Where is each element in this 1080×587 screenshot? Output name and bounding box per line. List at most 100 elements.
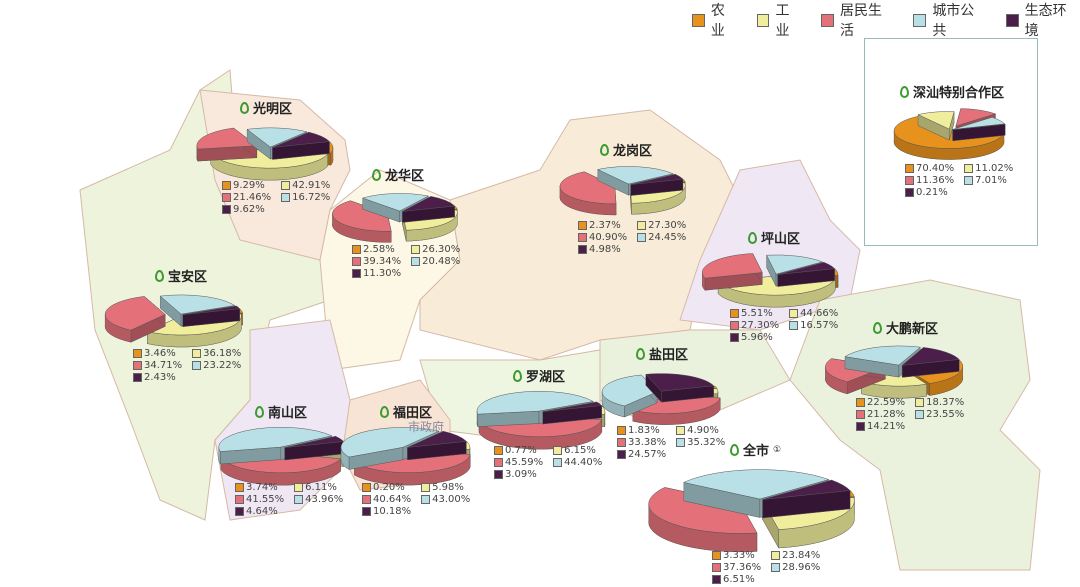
- value-item: 23.22%: [192, 360, 241, 371]
- pie-slice: [630, 173, 684, 196]
- value-text: 1.83%: [628, 425, 660, 436]
- pie-slice: [332, 200, 392, 243]
- value-text: 4.64%: [246, 506, 278, 517]
- value-item: 2.58%: [352, 244, 401, 255]
- value-swatch: [133, 373, 142, 382]
- water-drop-icon: [372, 168, 381, 181]
- value-swatch: [578, 233, 587, 242]
- value-item: 5.51%: [730, 308, 779, 319]
- district-name-text: 深汕特别合作区: [913, 86, 1005, 101]
- value-swatch: [856, 422, 865, 431]
- value-swatch: [771, 551, 781, 560]
- legend-item: 农业: [692, 0, 739, 40]
- value-item: 11.30%: [352, 268, 401, 279]
- pie-slice-top: [601, 374, 658, 407]
- pie-slice: [407, 430, 467, 461]
- pie-chart-7: [601, 373, 721, 425]
- pie-slice: [777, 262, 836, 287]
- value-text: 5.51%: [741, 308, 773, 319]
- value-item: 27.30%: [730, 320, 779, 331]
- district-name-text: 宝安区: [168, 270, 208, 285]
- value-text: 6.11%: [305, 482, 337, 493]
- pie-slice-top: [246, 127, 308, 148]
- value-item: 36.18%: [192, 348, 241, 359]
- value-item: 3.46%: [133, 348, 182, 359]
- value-text: 6.51%: [723, 574, 755, 585]
- value-text: 43.96%: [305, 494, 344, 505]
- pie-slice-top: [645, 373, 715, 392]
- value-text: 9.62%: [233, 204, 265, 215]
- value-text: 4.98%: [589, 244, 621, 255]
- value-text: 14.21%: [867, 421, 906, 432]
- value-item: 3.33%: [712, 550, 761, 561]
- value-text: 40.90%: [589, 232, 628, 243]
- value-swatch: [712, 563, 721, 572]
- district-name-text: 大鹏新区: [886, 322, 939, 337]
- water-drop-icon: [513, 369, 522, 382]
- value-text: 27.30%: [741, 320, 780, 331]
- value-text: 21.46%: [233, 192, 272, 203]
- legend-label: 工业: [775, 3, 790, 39]
- pie-slice: [272, 131, 331, 160]
- district-value-legend: 2.37% 27.30% 40.90% 24.45% 4.98%: [578, 220, 686, 255]
- value-swatch: [235, 495, 244, 504]
- value-item: 6.11%: [294, 482, 343, 493]
- pie-slice: [917, 111, 955, 141]
- pie-slice: [559, 171, 617, 216]
- legend-label: 居民生活: [840, 3, 883, 39]
- pie-slice: [196, 127, 258, 162]
- value-text: 43.00%: [432, 494, 471, 505]
- district-value-legend: 70.40% 11.02% 11.36% 7.01% 0.21%: [905, 163, 1013, 198]
- legend-label: 城市公共: [932, 3, 975, 39]
- value-swatch: [789, 321, 799, 330]
- value-swatch: [730, 321, 739, 330]
- value-text: 27.30%: [648, 220, 687, 231]
- value-swatch: [192, 349, 202, 358]
- value-item: 24.45%: [637, 232, 686, 243]
- pie-slice: [182, 305, 241, 327]
- district-value-legend: 3.46% 36.18% 34.71% 23.22% 2.43%: [133, 348, 241, 383]
- value-text: 3.33%: [723, 550, 755, 561]
- value-text: 41.55%: [246, 494, 285, 505]
- value-swatch: [362, 483, 371, 492]
- value-text: 20.48%: [422, 256, 461, 267]
- pie-slice: [901, 346, 960, 378]
- legend-swatch: [821, 13, 835, 27]
- value-item: 4.98%: [578, 244, 627, 255]
- pie-slice-top: [332, 200, 392, 232]
- value-item: 22.59%: [856, 397, 905, 408]
- value-item: 20.48%: [411, 256, 460, 267]
- value-swatch: [637, 221, 647, 230]
- value-item: 44.40%: [553, 457, 602, 468]
- district-name: 福田区: [380, 402, 432, 421]
- value-swatch: [578, 221, 587, 230]
- value-swatch: [294, 495, 304, 504]
- legend-item: 居民生活: [821, 0, 895, 40]
- value-text: 42.91%: [292, 180, 331, 191]
- value-item: 0.77%: [494, 445, 543, 456]
- value-swatch: [352, 257, 361, 266]
- water-drop-icon: [873, 321, 882, 334]
- value-item: 4.90%: [676, 425, 725, 436]
- district-name: 坪山区: [748, 228, 800, 247]
- value-swatch: [235, 483, 244, 492]
- value-text: 33.38%: [628, 437, 667, 448]
- value-swatch: [192, 361, 202, 370]
- pie-slice-top: [955, 108, 997, 127]
- value-item: 39.34%: [352, 256, 401, 267]
- value-item: 24.57%: [617, 449, 666, 460]
- pie-chart-11: [648, 469, 855, 553]
- value-item: 41.55%: [235, 494, 284, 505]
- pie-slice: [402, 196, 456, 223]
- district-name-text: 罗湖区: [526, 370, 566, 385]
- pie-chart-5: [104, 294, 243, 348]
- value-text: 21.28%: [867, 409, 906, 420]
- value-text: 5.98%: [432, 482, 464, 493]
- legend-swatch: [1005, 13, 1019, 27]
- value-swatch: [964, 176, 974, 185]
- district-name: 盐田区: [636, 344, 688, 363]
- value-text: 10.18%: [373, 506, 412, 517]
- value-item: 11.02%: [964, 163, 1013, 174]
- value-item: 21.46%: [222, 192, 271, 203]
